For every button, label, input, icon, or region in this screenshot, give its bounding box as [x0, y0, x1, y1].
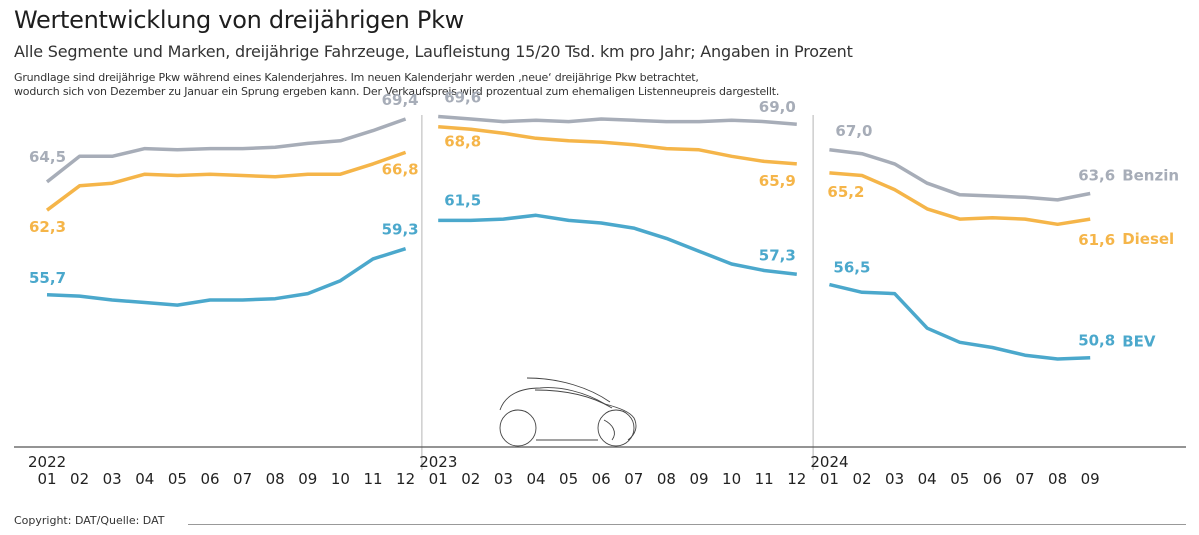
- benzin-value-label: 64,5: [29, 148, 66, 166]
- benzin-value-label: 69,6: [444, 88, 481, 106]
- year-label-2023: 2023: [419, 453, 457, 471]
- bev-value-label: 55,7: [29, 269, 66, 287]
- month-tick-label: 07: [233, 470, 252, 488]
- month-tick-label: 10: [722, 470, 741, 488]
- month-tick-label: 04: [135, 470, 154, 488]
- benzin-line-2022: [45, 117, 407, 184]
- month-tick-label: 11: [363, 470, 382, 488]
- month-tick-label: 10: [331, 470, 350, 488]
- legend-bev: BEV: [1122, 333, 1156, 351]
- diesel-value-label: 66,8: [382, 160, 419, 178]
- diesel-value-label: 65,2: [827, 183, 864, 201]
- diesel-line-2024: [829, 171, 1091, 227]
- chart-description: Grundlage sind dreijährige Pkw während e…: [14, 71, 779, 99]
- bev-line-2023: [438, 213, 798, 277]
- legend-benzin: Benzin: [1122, 166, 1179, 184]
- copyright: Copyright: DAT/Quelle: DAT: [14, 514, 165, 527]
- car-icon: [499, 377, 637, 447]
- month-tick-label: 09: [1081, 470, 1100, 488]
- benzin-value-label: 69,0: [759, 98, 796, 116]
- month-tick-label: 04: [918, 470, 937, 488]
- month-tick-label: 11: [755, 470, 774, 488]
- month-tick-label: 01: [820, 470, 839, 488]
- diesel-value-label: 61,6: [1078, 231, 1115, 249]
- month-tick-label: 03: [885, 470, 904, 488]
- month-tick-label: 08: [266, 470, 285, 488]
- chart-title: Wertentwicklung von dreijährigen Pkw: [14, 6, 464, 34]
- diesel-value-label: 65,9: [759, 172, 796, 190]
- bev-value-label: 50,8: [1078, 332, 1115, 350]
- chart-subtitle: Alle Segmente und Marken, dreijährige Fa…: [14, 42, 853, 61]
- month-tick-label: 01: [429, 470, 448, 488]
- month-tick-label: 09: [689, 470, 708, 488]
- diesel-line-2022: [45, 150, 407, 212]
- month-tick-label: 06: [983, 470, 1002, 488]
- month-tick-label: 12: [396, 470, 415, 488]
- benzin-value-label: 67,0: [835, 122, 872, 140]
- bev-value-label: 57,3: [759, 246, 796, 264]
- month-tick-label: 03: [494, 470, 513, 488]
- year-label-2022: 2022: [28, 453, 66, 471]
- description-line-1: Grundlage sind dreijährige Pkw während e…: [14, 71, 699, 84]
- bev-value-label: 59,3: [382, 221, 419, 239]
- month-tick-label: 07: [624, 470, 643, 488]
- month-tick-label: 01: [37, 470, 56, 488]
- month-tick-label: 12: [787, 470, 806, 488]
- bev-value-label: 56,5: [833, 259, 870, 277]
- month-tick-label: 07: [1015, 470, 1034, 488]
- bev-line-2022: [46, 247, 407, 307]
- year-label-2024: 2024: [810, 453, 848, 471]
- footer-divider: [188, 524, 1186, 525]
- month-tick-label: 09: [298, 470, 317, 488]
- month-tick-label: 04: [526, 470, 545, 488]
- diesel-value-label: 68,8: [444, 133, 481, 151]
- benzin-line-2023: [438, 114, 797, 126]
- benzin-value-label: 63,6: [1078, 166, 1115, 184]
- month-tick-label: 05: [950, 470, 969, 488]
- month-tick-label: 02: [70, 470, 89, 488]
- benzin-line-2024: [829, 148, 1091, 202]
- month-tick-label: 02: [852, 470, 871, 488]
- diesel-value-label: 62,3: [29, 218, 66, 236]
- legend-diesel: Diesel: [1122, 230, 1174, 248]
- bev-value-label: 61,5: [444, 191, 481, 209]
- month-tick-label: 06: [592, 470, 611, 488]
- month-tick-label: 08: [1048, 470, 1067, 488]
- benzin-value-label: 69,4: [382, 91, 419, 109]
- description-line-2: wodurch sich von Dezember zu Januar ein …: [14, 85, 780, 98]
- month-tick-label: 06: [200, 470, 219, 488]
- month-tick-label: 05: [168, 470, 187, 488]
- bev-line-2024: [828, 282, 1091, 361]
- month-tick-label: 03: [103, 470, 122, 488]
- diesel-line-2023: [438, 124, 797, 166]
- month-tick-label: 08: [657, 470, 676, 488]
- month-tick-label: 02: [461, 470, 480, 488]
- month-tick-label: 05: [559, 470, 578, 488]
